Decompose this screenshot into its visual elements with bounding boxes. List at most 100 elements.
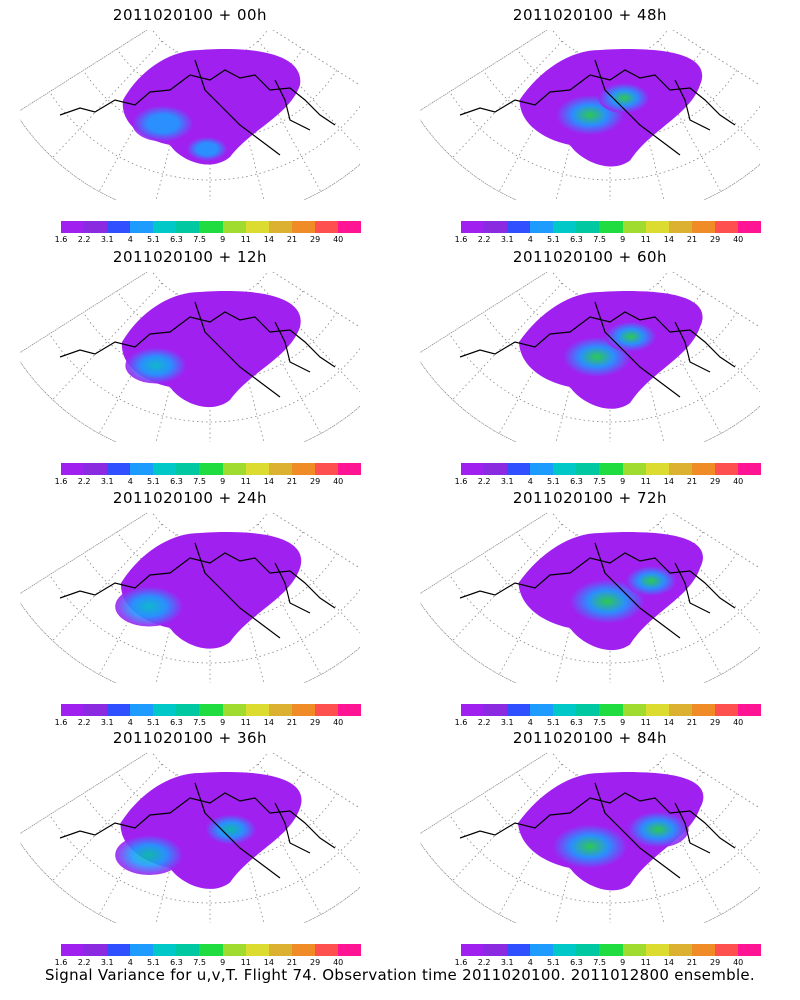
color-scale-swatch [291, 944, 315, 956]
color-scale-swatch [337, 463, 362, 475]
color-scale-tick-label: 40 [733, 477, 744, 486]
color-scale-tick-label: 7.5 [193, 235, 206, 244]
color-scale-tick-label: 29 [710, 718, 721, 727]
color-scale-swatch [622, 463, 646, 475]
color-scale-swatch [714, 463, 738, 475]
color-scale-tick-label: 29 [710, 958, 721, 967]
color-scale-tick-label: 14 [263, 235, 274, 244]
color-scale-swatch [484, 463, 508, 475]
color-scale-swatch [484, 944, 508, 956]
latitude-gridline [552, 30, 668, 61]
latitude-gridline [152, 272, 268, 303]
color-scale-swatch [107, 463, 131, 475]
color-scale-bar [61, 221, 362, 233]
color-scale-swatch [268, 944, 292, 956]
color-scale-tick-label: 9 [220, 235, 226, 244]
color-scale-swatch [645, 221, 669, 233]
color-scale-tick-label: 21 [686, 477, 698, 486]
color-scale-swatch [84, 463, 108, 475]
color-scale-tick-label: 14 [663, 958, 674, 967]
color-scale-tick-label: 9 [620, 235, 626, 244]
latitude-gridline [483, 70, 737, 141]
color-scale-swatch [461, 704, 485, 716]
color-scale-swatch [199, 463, 223, 475]
color-scale-swatch [245, 221, 269, 233]
latitude-gridline [152, 513, 268, 544]
color-scale-swatch [84, 944, 108, 956]
color-scale-swatch [668, 221, 692, 233]
latitude-gridline [516, 531, 704, 584]
color-scale-tick-label: 11 [640, 477, 651, 486]
color-scale-swatch [507, 221, 531, 233]
latitude-gridline [20, 360, 360, 442]
color-scale-swatch [691, 944, 715, 956]
map-panel: 2011020100 + 12h 1.6 2.2 3.1 4 5.1 6.3 7.5 9 11 14… [0, 242, 380, 486]
latitude-gridline [449, 333, 760, 423]
color-scale-swatch [530, 944, 554, 956]
color-scale-bar [61, 944, 362, 956]
color-scale-tick-label: 29 [310, 477, 321, 486]
color-scale-bar [461, 463, 762, 475]
color-scale-tick-label: 7.5 [593, 235, 606, 244]
color-scale-tick-label: 40 [333, 718, 344, 727]
latitude-gridline [483, 312, 737, 383]
coastline [459, 782, 736, 879]
color-scale-tick-label: 40 [733, 235, 744, 244]
map-panel: 2011020100 + 60h 1.6 2.2 3.1 4 5.1 6.3 7.5 9 11 14… [400, 242, 780, 486]
color-scale-swatch [645, 944, 669, 956]
color-scale-bar [461, 944, 762, 956]
color-scale-tick-label: 2.2 [77, 477, 91, 486]
latitude-gridline [116, 771, 304, 824]
panel-title: 2011020100 + 00h [112, 6, 268, 24]
color-scale-swatch [507, 944, 531, 956]
variance-hotspot [186, 137, 228, 161]
latitude-gridline [20, 601, 360, 683]
variance-hotspot [598, 83, 650, 113]
latitude-gridline [20, 118, 360, 200]
panel-title: 2011020100 + 48h [512, 6, 668, 24]
color-scale-bar [61, 463, 362, 475]
panel-title: 2011020100 + 84h [512, 729, 668, 747]
variance-hotspot [205, 814, 257, 845]
color-scale-swatch [130, 944, 154, 956]
color-scale-tick-label: 1.6 [454, 235, 468, 244]
coastline [59, 301, 336, 398]
polar-map [420, 513, 760, 683]
color-scale-swatch [222, 463, 246, 475]
color-scale-swatch [507, 463, 531, 475]
color-scale-tick-label: 3.1 [100, 718, 114, 727]
latitude-gridline [116, 48, 304, 101]
color-scale-tick-label: 9 [220, 958, 226, 967]
latitude-gridline [420, 601, 760, 683]
panel-title: 2011020100 + 72h [512, 489, 668, 507]
color-scale-swatch [599, 704, 623, 716]
color-scale-swatch [484, 704, 508, 716]
polar-map [20, 753, 360, 923]
variance-hotspot [132, 105, 194, 142]
color-scale-swatch [576, 221, 600, 233]
variance-hotspot [625, 566, 677, 596]
color-scale-tick-label: 6.3 [570, 958, 583, 967]
variance-hotspot [115, 835, 184, 875]
coastline [459, 542, 736, 639]
color-scale-swatch [668, 704, 692, 716]
color-scale-tick-label: 40 [333, 958, 344, 967]
color-scale-tick-label: 1.6 [54, 958, 68, 967]
color-scale-swatch [576, 463, 600, 475]
color-scale-swatch [222, 221, 246, 233]
map-panel: 2011020100 + 48h 1.6 2.2 3.1 4 5.1 6.3 7.5 9 11 14… [400, 0, 780, 244]
color-scale-tick-label: 2.2 [477, 477, 491, 486]
latitude-gridline [152, 753, 268, 784]
color-scale-tick-label: 21 [686, 958, 698, 967]
map-panel: 2011020100 + 36h 1.6 2.2 3.1 4 5.1 6.3 7.5 9 11 14… [0, 723, 380, 967]
color-scale-swatch [130, 221, 154, 233]
map-panel: 2011020100 + 84h 1.6 2.2 3.1 4 5.1 6.3 7.5 9 11 14… [400, 723, 780, 967]
color-scale-tick-label: 7.5 [593, 718, 606, 727]
latitude-gridline [20, 841, 360, 923]
color-scale-tick-label: 40 [733, 718, 744, 727]
color-scale-swatch [737, 221, 762, 233]
color-scale-swatch [291, 463, 315, 475]
map-panel: 2011020100 + 24h 1.6 2.2 3.1 4 5.1 6.3 7.5 9 11 14… [0, 483, 380, 727]
polar-map [20, 272, 360, 442]
color-scale-tick-label: 5.1 [547, 477, 560, 486]
